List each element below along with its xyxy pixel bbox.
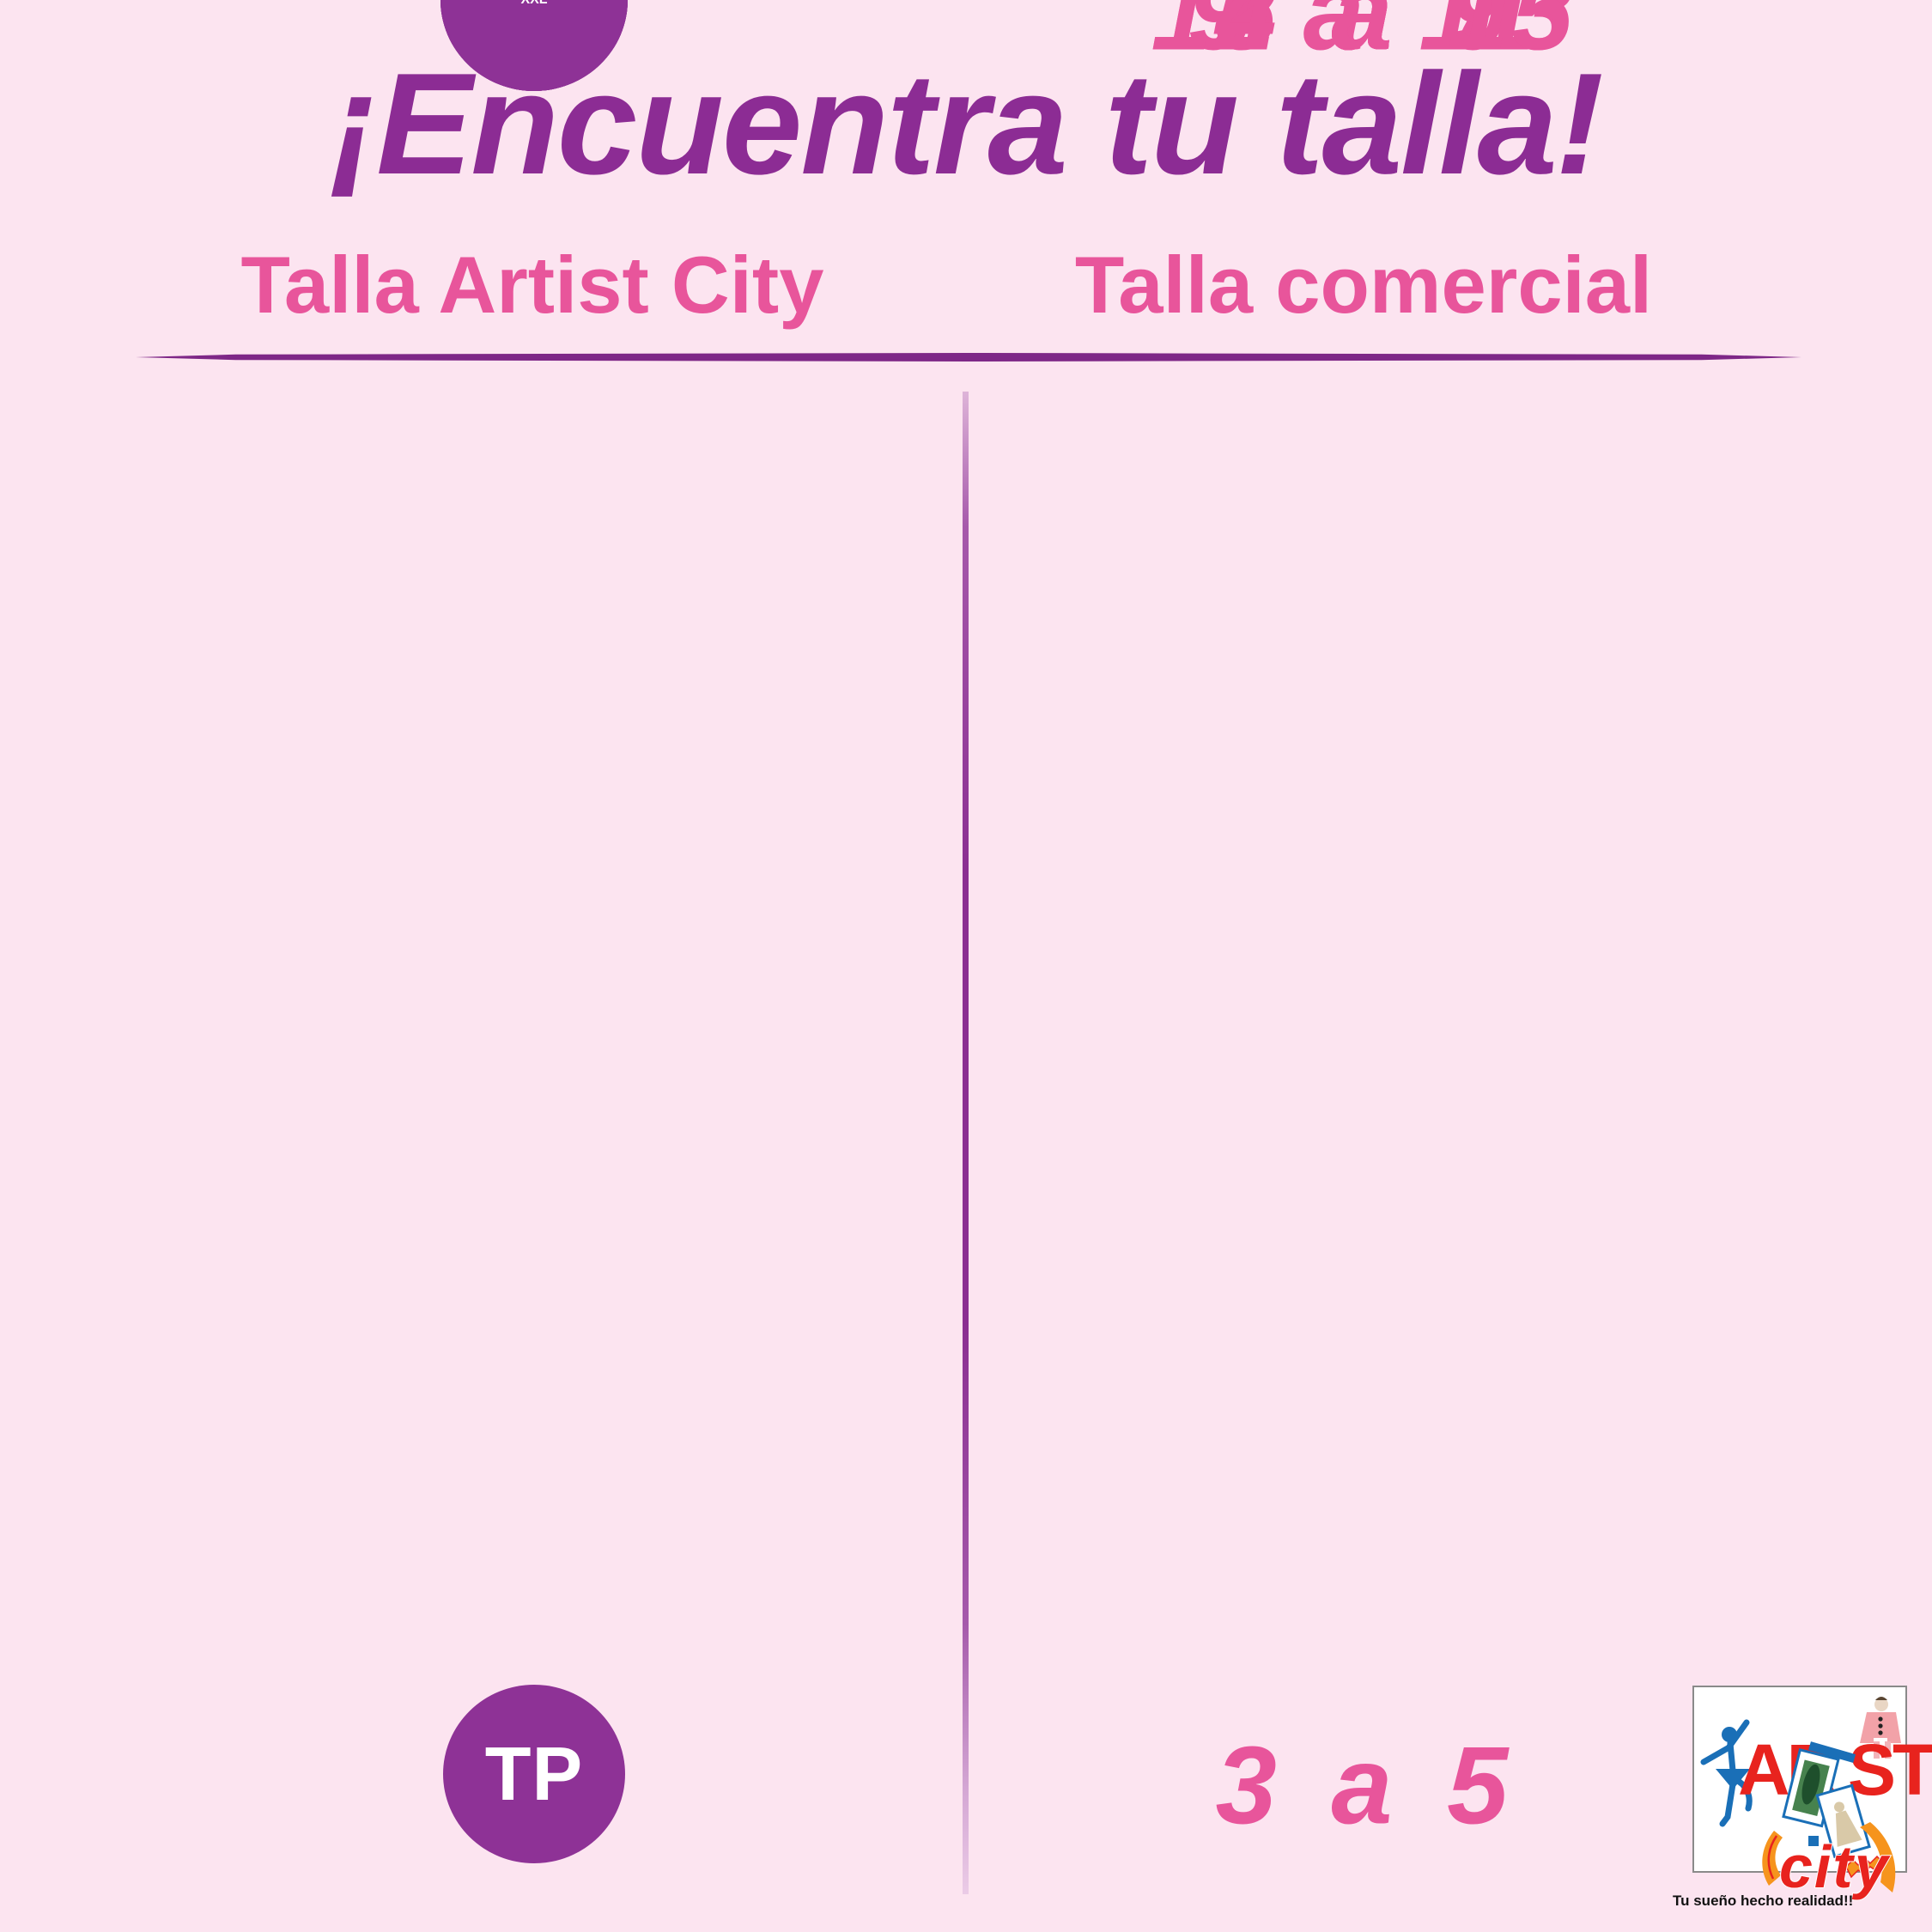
brand-logo: AR ST T city <box>1692 1686 1932 1901</box>
swoosh-icon-left <box>1762 1831 1783 1886</box>
commercial-size-value: 9 a 11 <box>1187 0 1540 74</box>
commercial-size-value: 3 a 5 <box>1215 1724 1512 1848</box>
column-header-artist-city: Talla Artist City <box>240 240 824 330</box>
clown-icon <box>1860 1697 1901 1759</box>
commercial-size-value: 14 a 15 <box>1151 0 1577 74</box>
swoosh-icon-right <box>1845 1822 1896 1893</box>
commercial-size-value: 12 a 13 <box>1151 0 1577 74</box>
photo-card-dress <box>1815 1783 1871 1858</box>
brand-text-st: ST <box>1848 1729 1932 1810</box>
ballerina-icon <box>1700 1719 1753 1827</box>
brand-tagline: Tu sueño hecho realidad!! <box>1673 1893 1854 1909</box>
city-i-tittle <box>1808 1836 1819 1846</box>
commercial-size-value: 7 a 9 <box>1215 0 1512 74</box>
size-badge-label: XXL <box>520 0 547 8</box>
commercial-size-value: 5 a 7 <box>1215 0 1512 74</box>
brand-text-city: city <box>1779 1833 1891 1900</box>
column-divider <box>963 392 969 1894</box>
header-underline <box>136 353 1801 361</box>
size-badge-label: TP <box>484 1731 584 1816</box>
size-badge-tp: TP <box>443 1685 625 1863</box>
column-header-comercial: Talla comercial <box>1074 240 1653 330</box>
